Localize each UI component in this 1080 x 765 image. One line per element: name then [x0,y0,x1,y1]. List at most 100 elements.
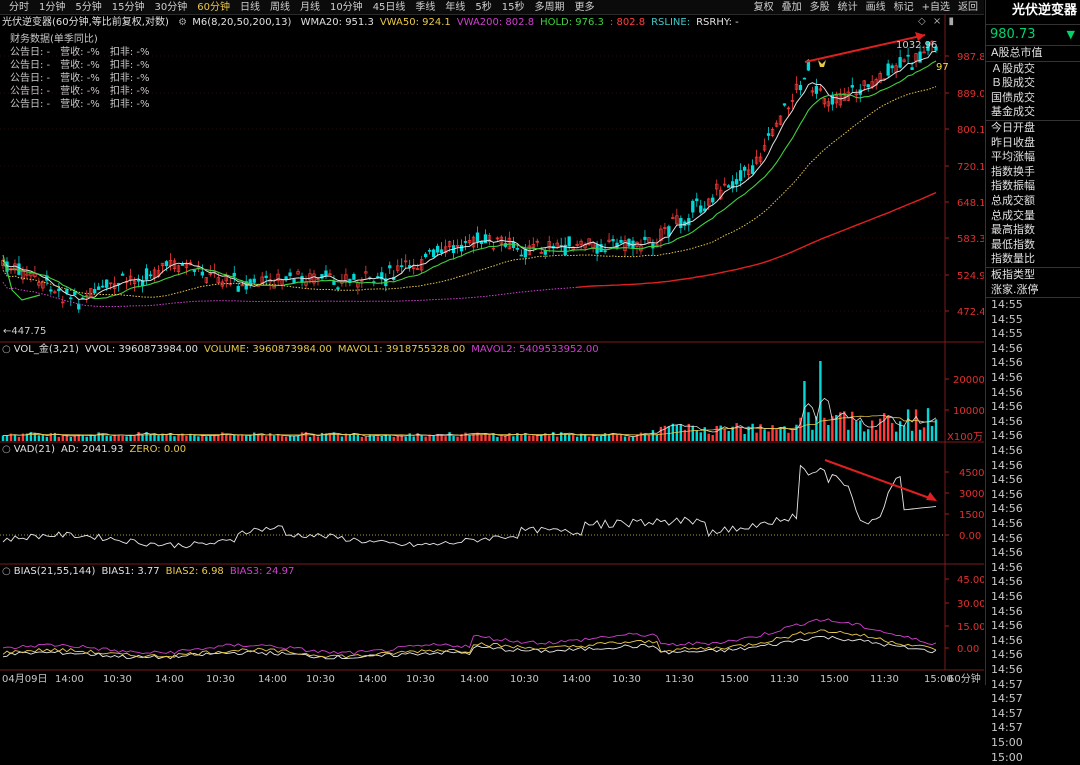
info-item[interactable]: Ａ股成交 [986,62,1080,77]
info-item[interactable]: 平均涨幅 [986,150,1080,165]
info-item[interactable]: 总成交额 [986,194,1080,209]
tab-3[interactable]: 15分钟 [107,1,150,14]
volume-bar [576,437,578,441]
tab-16[interactable]: 更多 [570,1,600,14]
tool-button-4[interactable]: 画线 [862,1,890,14]
volume-bar [496,437,498,441]
ma-label[interactable]: M6(8,20,50,200,13) [192,17,291,28]
candle-body [369,278,372,279]
candle-body [608,240,611,241]
info-item[interactable]: 涨家.涨停 [986,283,1080,299]
candle-body [600,245,603,252]
info-item[interactable]: 板指类型 [986,268,1080,283]
panel-toggle-icon[interactable]: ▮ [948,16,954,27]
settings-icon[interactable]: ⚙ [178,17,187,28]
info-item[interactable]: 指数量比 [986,252,1080,268]
info-item[interactable]: 基金成交 [986,105,1080,121]
candle-body [396,266,399,271]
tab-0[interactable]: 分时 [4,1,34,14]
tab-9[interactable]: 10分钟 [325,1,368,14]
tool-button-1[interactable]: 叠加 [778,1,806,14]
candle-body [504,243,507,246]
volume-bar [512,436,514,441]
volume-bar [137,432,139,441]
info-item[interactable]: 最低指数 [986,238,1080,253]
volume-bar [504,435,506,441]
diamond-icon[interactable]: ◇ [918,16,926,27]
tool-button-5[interactable]: 标记 [890,1,918,14]
candle-body [887,64,890,75]
volume-bar [62,435,64,441]
close-icon[interactable]: × [933,16,941,27]
candle-body [440,250,443,253]
ad-line [3,466,936,548]
tab-6[interactable]: 日线 [235,1,265,14]
volume-bar [919,430,921,441]
info-item[interactable]: 指数换手 [986,165,1080,180]
circle-icon[interactable]: ○ [2,444,11,455]
info-item[interactable]: 今日开盘 [986,121,1080,136]
y-tick-label: 524.9 [957,271,984,282]
candle-body [464,241,467,242]
tool-button-7[interactable]: 返回 [954,1,982,14]
tab-14[interactable]: 15秒 [497,1,530,14]
candle-body [221,282,224,286]
info-item[interactable]: Ｂ股成交 [986,76,1080,91]
tool-button-3[interactable]: 统计 [834,1,862,14]
tab-2[interactable]: 5分钟 [70,1,106,14]
volume-bar [201,434,203,441]
candle-body [863,81,866,86]
volume-bar [632,437,634,441]
tool-button-2[interactable]: 多股 [806,1,834,14]
volume-bar [548,435,550,441]
tab-1[interactable]: 1分钟 [34,1,70,14]
tab-15[interactable]: 多周期 [530,1,570,14]
volume-bar [440,434,442,441]
volume-bar [616,435,618,441]
volume-bar [823,418,825,441]
volume-bar [763,429,765,441]
tool-button-6[interactable]: +自选 [918,1,954,14]
volume-bar [369,434,371,441]
volume-bar [165,434,167,441]
indicator-value: : 802.8 [610,17,645,28]
candle-body [528,246,531,255]
info-item[interactable]: 昨日收盘 [986,136,1080,151]
candle-body [428,250,431,251]
candle-body [688,218,691,224]
tab-11[interactable]: 季线 [410,1,440,14]
x-tick-label: 11:30 [770,674,799,685]
volume-bar [401,435,403,441]
tab-10[interactable]: 45日线 [368,1,411,14]
tool-button-0[interactable]: 复权 [750,1,778,14]
candle-body [548,241,551,248]
candle-body [412,265,415,268]
info-item[interactable]: 最高指数 [986,223,1080,238]
tab-12[interactable]: 年线 [440,1,470,14]
tab-4[interactable]: 30分钟 [149,1,192,14]
volume-bar [74,435,76,441]
tab-8[interactable]: 月线 [295,1,325,14]
info-item[interactable]: 指数振幅 [986,179,1080,194]
volume-bar [644,434,646,441]
info-item[interactable]: 总成交量 [986,209,1080,224]
circle-icon[interactable]: ○ [2,344,11,355]
circle-icon[interactable]: ○ [2,566,11,577]
candle-body [532,244,535,247]
volume-bar [265,436,267,441]
candle-body [783,104,786,105]
tab-7[interactable]: 周线 [265,1,295,14]
info-item[interactable]: A股总市值 [986,46,1080,62]
volume-bar [859,421,861,441]
info-item[interactable]: 国债成交 [986,91,1080,106]
tab-5[interactable]: 60分钟 [192,1,235,14]
tab-13[interactable]: 5秒 [470,1,496,14]
volume-bar [688,424,690,441]
volume-bar [397,436,399,441]
candle-body [285,277,288,280]
fin-cell: 公告日: - [10,99,50,110]
volume-bar [827,425,829,441]
down-arrow-icon: ▼ [1067,25,1075,45]
candle-body [484,235,487,243]
